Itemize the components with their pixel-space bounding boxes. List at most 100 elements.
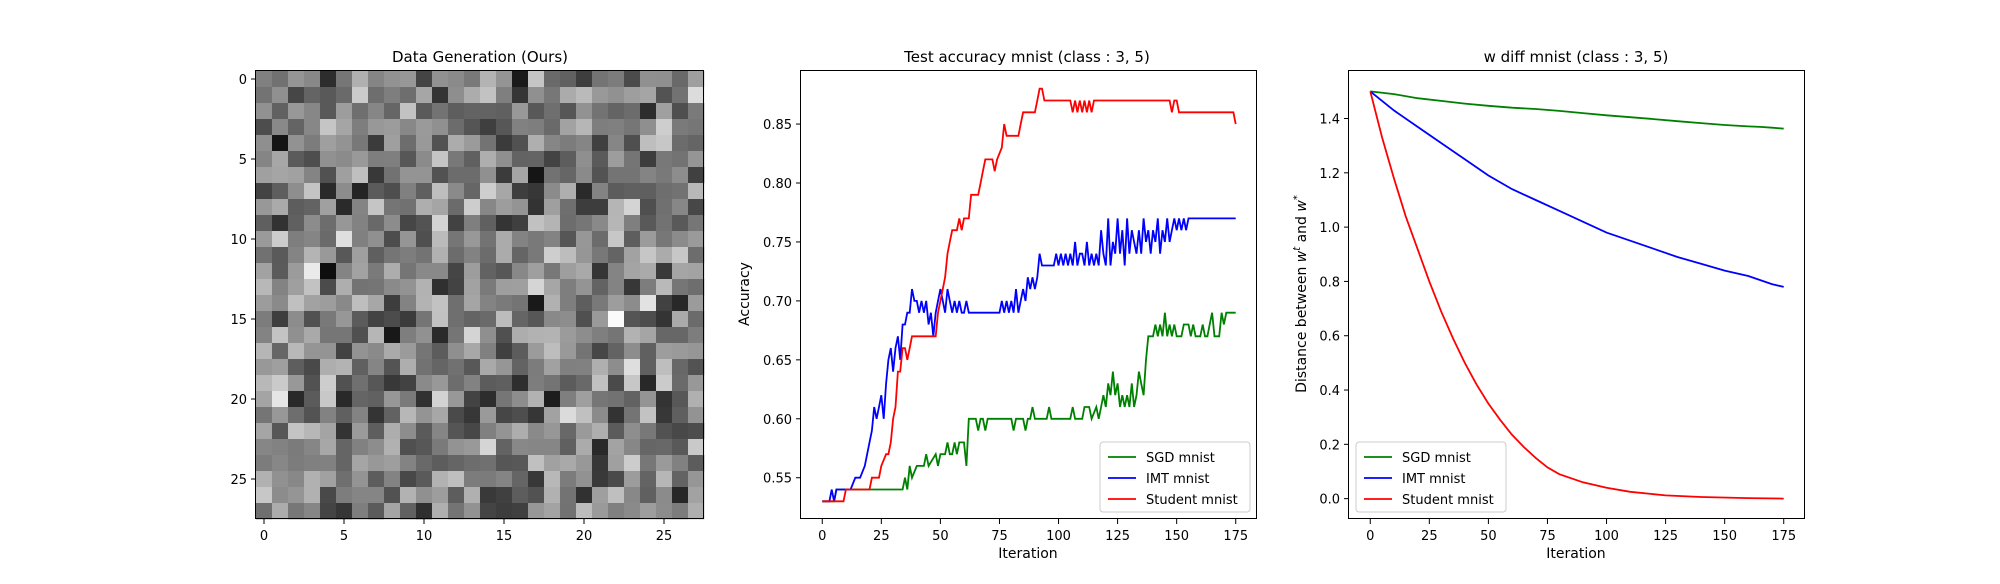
heatmap-ticks: 0 5 10 15 20 25 0 5 10 15 20 25 [230, 73, 672, 544]
heatmap-cell [256, 103, 273, 120]
heatmap-cell [432, 311, 449, 328]
heatmap-cell [592, 375, 609, 392]
heatmap-cell [448, 455, 465, 472]
heatmap-cell [688, 119, 705, 136]
heatmap-cell [288, 391, 305, 408]
heatmap-cell [368, 391, 385, 408]
heatmap-cell [416, 215, 433, 232]
heatmap-cell [560, 327, 577, 344]
heatmap-cell [672, 279, 689, 296]
heatmap-cell [496, 263, 513, 280]
heatmap-ytick-label: 10 [230, 233, 247, 248]
heatmap-cell [320, 71, 337, 88]
heatmap-cell [464, 71, 481, 88]
accuracy-series-line [822, 217, 1236, 503]
heatmap-cell [688, 263, 705, 280]
heatmap-cell [416, 263, 433, 280]
heatmap-cell [512, 423, 529, 440]
heatmap-cell [432, 455, 449, 472]
wdiff-ylabel-t: t [1292, 246, 1303, 251]
heatmap-cell [528, 487, 545, 504]
heatmap-cell [624, 455, 641, 472]
heatmap-cell [480, 439, 497, 456]
heatmap-cell [272, 231, 289, 248]
heatmap-cell [352, 455, 369, 472]
heatmap-cell [288, 455, 305, 472]
heatmap-cell [608, 423, 625, 440]
heatmap-cell [368, 423, 385, 440]
heatmap-cell [256, 423, 273, 440]
heatmap-cell [304, 407, 321, 424]
heatmap-cell [368, 359, 385, 376]
heatmap-cell [288, 311, 305, 328]
heatmap-cell [576, 215, 593, 232]
heatmap-cell [480, 327, 497, 344]
heatmap-cell [336, 71, 353, 88]
heatmap-cell [256, 119, 273, 136]
heatmap-cell [592, 343, 609, 360]
heatmap-cell [304, 167, 321, 184]
heatmap-cell [672, 439, 689, 456]
heatmap-cell [560, 439, 577, 456]
heatmap-cell [336, 279, 353, 296]
heatmap-cell [688, 151, 705, 168]
heatmap-cell [560, 375, 577, 392]
heatmap-cell [592, 455, 609, 472]
wdiff-legend-label: SGD mnist [1402, 451, 1471, 466]
heatmap-cell [416, 327, 433, 344]
heatmap-cell [544, 279, 561, 296]
heatmap-cell [528, 359, 545, 376]
heatmap-cell [480, 263, 497, 280]
heatmap-cell [496, 375, 513, 392]
heatmap-cell [432, 167, 449, 184]
accuracy-ytick-label: 0.65 [763, 354, 792, 369]
heatmap-cell [688, 471, 705, 488]
heatmap-cell [576, 247, 593, 264]
heatmap-cell [592, 423, 609, 440]
heatmap-cell [592, 407, 609, 424]
heatmap-cell [272, 359, 289, 376]
accuracy-ytick-label: 0.60 [763, 413, 792, 428]
heatmap-cell [512, 295, 529, 312]
heatmap-cell [256, 183, 273, 200]
wdiff-ylabel-pre: Distance between [1294, 262, 1310, 393]
heatmap-cell [656, 407, 673, 424]
heatmap-cell [304, 455, 321, 472]
heatmap-cell [368, 407, 385, 424]
heatmap-panel: Data Generation (Ours) 0 5 10 15 20 25 0 5 10 15 2… [230, 48, 705, 544]
heatmap-cell [544, 167, 561, 184]
heatmap-cell [336, 295, 353, 312]
heatmap-cell [336, 135, 353, 152]
heatmap-cell [528, 391, 545, 408]
heatmap-cell [608, 471, 625, 488]
heatmap-cell [384, 151, 401, 168]
heatmap-cell [400, 119, 417, 136]
heatmap-cell [624, 471, 641, 488]
heatmap-cell [592, 167, 609, 184]
heatmap-cell [512, 327, 529, 344]
heatmap-cell [256, 343, 273, 360]
heatmap-cell [672, 423, 689, 440]
heatmap-cell [544, 231, 561, 248]
heatmap-cell [448, 87, 465, 104]
heatmap-cell [496, 439, 513, 456]
heatmap-cell [672, 487, 689, 504]
heatmap-cell [544, 247, 561, 264]
heatmap-cell [320, 295, 337, 312]
heatmap-cell [368, 455, 385, 472]
heatmap-cell [448, 71, 465, 88]
heatmap-cell [384, 311, 401, 328]
heatmap-cell [480, 311, 497, 328]
heatmap-cell [336, 263, 353, 280]
heatmap-cell [512, 71, 529, 88]
heatmap-cell [256, 215, 273, 232]
heatmap-cell [256, 455, 273, 472]
heatmap-cell [624, 439, 641, 456]
heatmap-cell [464, 151, 481, 168]
heatmap-cell [400, 247, 417, 264]
heatmap-cell [496, 471, 513, 488]
heatmap-cell [576, 407, 593, 424]
heatmap-cell [368, 103, 385, 120]
wdiff-ytick-label: 0.6 [1319, 330, 1340, 345]
heatmap-cell [640, 343, 657, 360]
